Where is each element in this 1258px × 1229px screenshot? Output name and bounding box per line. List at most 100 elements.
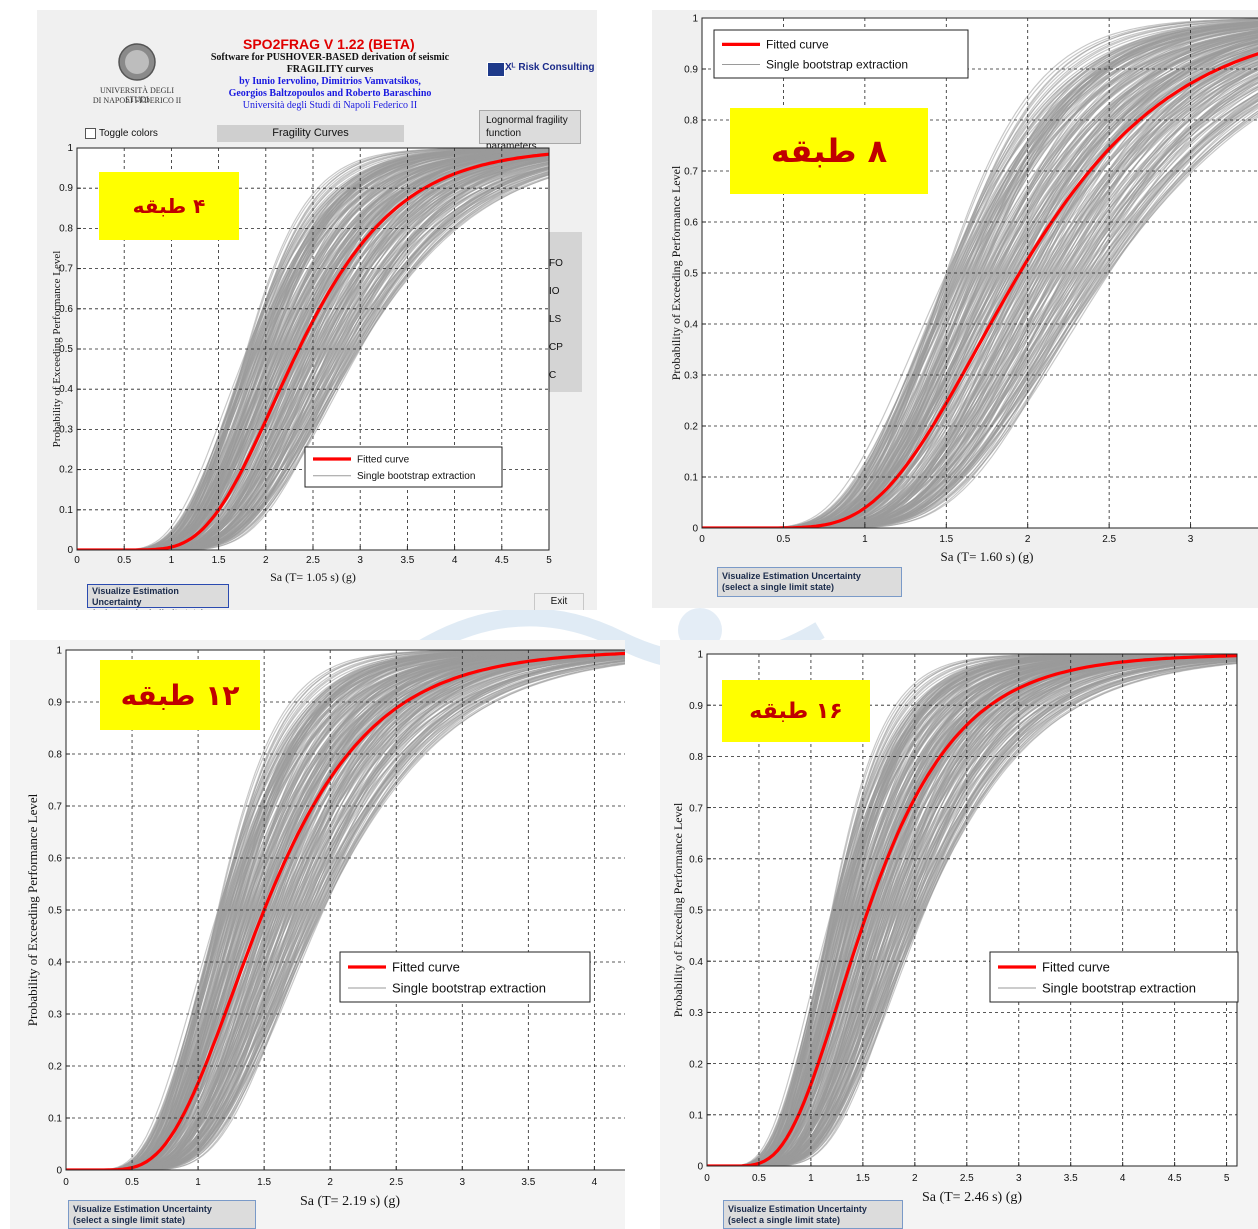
story-count-tag: ۸ طبقه bbox=[730, 108, 928, 194]
bootstrap-curve bbox=[707, 660, 1237, 1166]
legend-fitted-label: Fitted curve bbox=[357, 454, 410, 465]
partner-name: Xᴸ Risk Consulting bbox=[505, 62, 595, 73]
legend-box bbox=[304, 446, 503, 488]
x-tick-label: 3 bbox=[357, 555, 363, 566]
x-tick-label: 0 bbox=[63, 1177, 69, 1188]
y-tick-label: 0.5 bbox=[59, 344, 73, 355]
x-tick-label: 0.5 bbox=[117, 555, 131, 566]
y-tick-label: 0.4 bbox=[689, 957, 703, 968]
bootstrap-curve bbox=[702, 54, 1258, 528]
x-tick-label: 2 bbox=[327, 1177, 333, 1188]
fitted-curve bbox=[66, 651, 625, 1170]
fragility-chart: 0 0.5 1 1.5 2 2.5 3 3.5 4 4.5 5 0 0.1 0.2 0.3 0.4 0.5 0.6… bbox=[51, 143, 552, 584]
bootstrap-curve bbox=[702, 110, 1258, 528]
y-tick-label: 0.2 bbox=[684, 421, 698, 432]
y-tick-label: 0.7 bbox=[59, 264, 73, 275]
visualize-label-1: Visualize Estimation Uncertainty bbox=[728, 1204, 867, 1214]
y-tick-label: 0.2 bbox=[59, 465, 73, 476]
chart-legend: Fitted curve Single bootstrap extraction bbox=[339, 951, 591, 1003]
visualize-label-1: Visualize Estimation Uncertainty bbox=[92, 586, 179, 607]
checkbox-box[interactable] bbox=[85, 128, 96, 139]
fitted-curve bbox=[77, 152, 549, 550]
limit-state-label: LS bbox=[549, 314, 562, 325]
legend-box bbox=[713, 29, 969, 79]
bootstrap-curve bbox=[77, 167, 549, 550]
x-axis-label: Sa (T= 2.19 s) (g) bbox=[300, 1194, 400, 1209]
x-tick-label: 0 bbox=[704, 1173, 710, 1184]
y-tick-label: 0 bbox=[56, 1166, 62, 1177]
limit-state-label: IO bbox=[549, 286, 560, 297]
x-tick-label: 3.5 bbox=[400, 555, 414, 566]
x-tick-label: 2.5 bbox=[389, 1177, 403, 1188]
bootstrap-curve bbox=[702, 49, 1258, 528]
y-tick-label: 0.9 bbox=[684, 64, 698, 75]
bootstrap-curve bbox=[66, 657, 625, 1170]
lognormal-parameters-button[interactable]: Lognormal fragility function parameters bbox=[479, 110, 581, 152]
x-tick-label: 1.5 bbox=[257, 1177, 271, 1188]
legend-box bbox=[339, 951, 591, 1003]
bootstrap-curve bbox=[702, 92, 1258, 528]
visualize-uncertainty-button[interactable]: Visualize Estimation Uncertainty (select… bbox=[87, 584, 229, 610]
y-tick-label: 0.9 bbox=[48, 698, 62, 709]
toggle-colors-checkbox[interactable]: Toggle colors bbox=[85, 128, 158, 139]
visualize-label-2: (select a single limit state) bbox=[728, 1215, 841, 1225]
lognormal-label-1: Lognormal fragility bbox=[486, 115, 568, 126]
x-tick-label: 0.5 bbox=[752, 1173, 766, 1184]
bootstrap-curve bbox=[702, 99, 1258, 528]
bootstrap-curve bbox=[702, 112, 1258, 528]
bootstrap-curve bbox=[702, 104, 1258, 528]
y-tick-label: 0.5 bbox=[689, 906, 703, 917]
y-tick-label: 0.6 bbox=[684, 217, 698, 228]
y-tick-label: 0.5 bbox=[48, 906, 62, 917]
bootstrap-curve bbox=[77, 155, 549, 550]
exit-button[interactable]: Exit bbox=[534, 593, 584, 610]
y-tick-label: 0.9 bbox=[59, 183, 73, 194]
partner-logo-icon bbox=[487, 62, 505, 77]
y-tick-label: 1 bbox=[56, 646, 62, 657]
bootstrap-curve bbox=[702, 51, 1258, 528]
y-axis-label: Probability of Exceeding Performance Lev… bbox=[51, 251, 63, 448]
x-tick-label: 3.5 bbox=[521, 1177, 535, 1188]
x-axis-label: Sa (T= 1.60 s) (g) bbox=[941, 549, 1034, 564]
bootstrap-curve bbox=[66, 660, 625, 1170]
bootstrap-curve bbox=[702, 69, 1258, 528]
bootstrap-curve bbox=[702, 66, 1258, 528]
bootstrap-curve bbox=[702, 92, 1258, 528]
fragility-window-8-story: Visualize Estimation Uncertainty (select… bbox=[652, 10, 1258, 608]
limit-state-label: CP bbox=[549, 342, 563, 353]
y-tick-label: 0.3 bbox=[59, 424, 73, 435]
logo-text-2: DI NAPOLI FEDERICO II bbox=[92, 96, 182, 105]
x-tick-label: 4.5 bbox=[1168, 1173, 1182, 1184]
bootstrap-curve bbox=[702, 37, 1258, 528]
x-tick-label: 4 bbox=[592, 1177, 598, 1188]
fragility-window-16-story: Visualize Estimation Uncertainty (select… bbox=[660, 640, 1258, 1229]
visualize-uncertainty-button[interactable]: Visualize Estimation Uncertainty (select… bbox=[68, 1200, 256, 1229]
y-tick-label: 0 bbox=[692, 523, 698, 534]
y-tick-label: 0.3 bbox=[689, 1008, 703, 1019]
x-tick-label: 1.5 bbox=[856, 1173, 870, 1184]
visualize-label-2: (select a single limit state) bbox=[92, 608, 224, 610]
y-tick-label: 0.1 bbox=[59, 505, 73, 516]
story-count-tag: ۱۶ طبقه bbox=[722, 680, 870, 742]
x-tick-label: 4 bbox=[1120, 1173, 1126, 1184]
legend-bootstrap-label: Single bootstrap extraction bbox=[392, 980, 546, 995]
x-axis-label: Sa (T= 1.05 s) (g) bbox=[270, 570, 356, 584]
y-tick-label: 0.2 bbox=[689, 1059, 703, 1070]
bootstrap-curve bbox=[702, 21, 1258, 528]
x-tick-label: 1 bbox=[169, 555, 175, 566]
x-tick-label: 2 bbox=[912, 1173, 918, 1184]
y-axis-label: Probability of Exceeding Performance Lev… bbox=[25, 793, 40, 1026]
toggle-colors-label: Toggle colors bbox=[99, 128, 158, 139]
legend-fitted-label: Fitted curve bbox=[1042, 959, 1110, 974]
y-tick-label: 0.7 bbox=[48, 802, 62, 813]
visualize-uncertainty-button[interactable]: Visualize Estimation Uncertainty (select… bbox=[717, 567, 902, 597]
y-tick-label: 0.4 bbox=[684, 319, 698, 330]
bootstrap-curve bbox=[702, 63, 1258, 528]
y-tick-label: 0.7 bbox=[689, 803, 703, 814]
fragility-curves-button[interactable]: Fragility Curves bbox=[217, 125, 404, 142]
x-tick-label: 0 bbox=[699, 534, 705, 545]
x-tick-label: 2.5 bbox=[306, 555, 320, 566]
story-count-tag: ۱۲ طبقه bbox=[100, 660, 260, 730]
bootstrap-curve bbox=[702, 22, 1258, 528]
app-subtitle-1: Software for PUSHOVER-BASED derivation o… bbox=[210, 52, 450, 63]
